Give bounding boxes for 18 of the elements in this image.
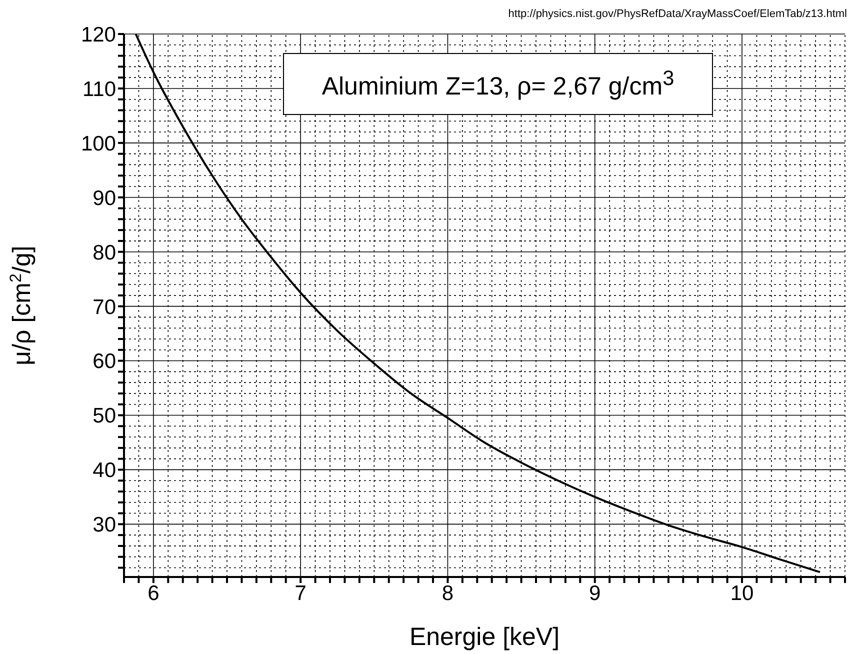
y-tick-label: 50 (92, 404, 116, 428)
x-tick-label: 6 (148, 582, 160, 605)
y-tick-label: 90 (92, 186, 116, 210)
annotation: Aluminium Z=13, ρ= 2,67 g/cm$^{3}$ (322, 66, 674, 102)
x-tick-label: 8 (442, 582, 454, 605)
y-tick-label: 60 (92, 350, 116, 374)
x-axis-title: Energie [keV] (409, 623, 560, 651)
y-tick-label: 80 (92, 241, 116, 264)
y-tick-label: 100 (80, 132, 116, 156)
x-tick-label: 9 (589, 582, 601, 605)
y-tick-label: 70 (92, 296, 116, 319)
y-tick-label: 40 (92, 459, 116, 482)
x-tick-label: 7 (294, 582, 306, 605)
y-tick-label: 30 (92, 514, 116, 537)
text: http://physics.nist.gov/PhysRefData/XrayMassCoef/ElemTab/z13.html (508, 8, 847, 20)
y-tick-label: 110 (82, 78, 116, 101)
y-tick-label: 120 (80, 23, 116, 46)
x-tick-label: 10 (730, 582, 754, 605)
